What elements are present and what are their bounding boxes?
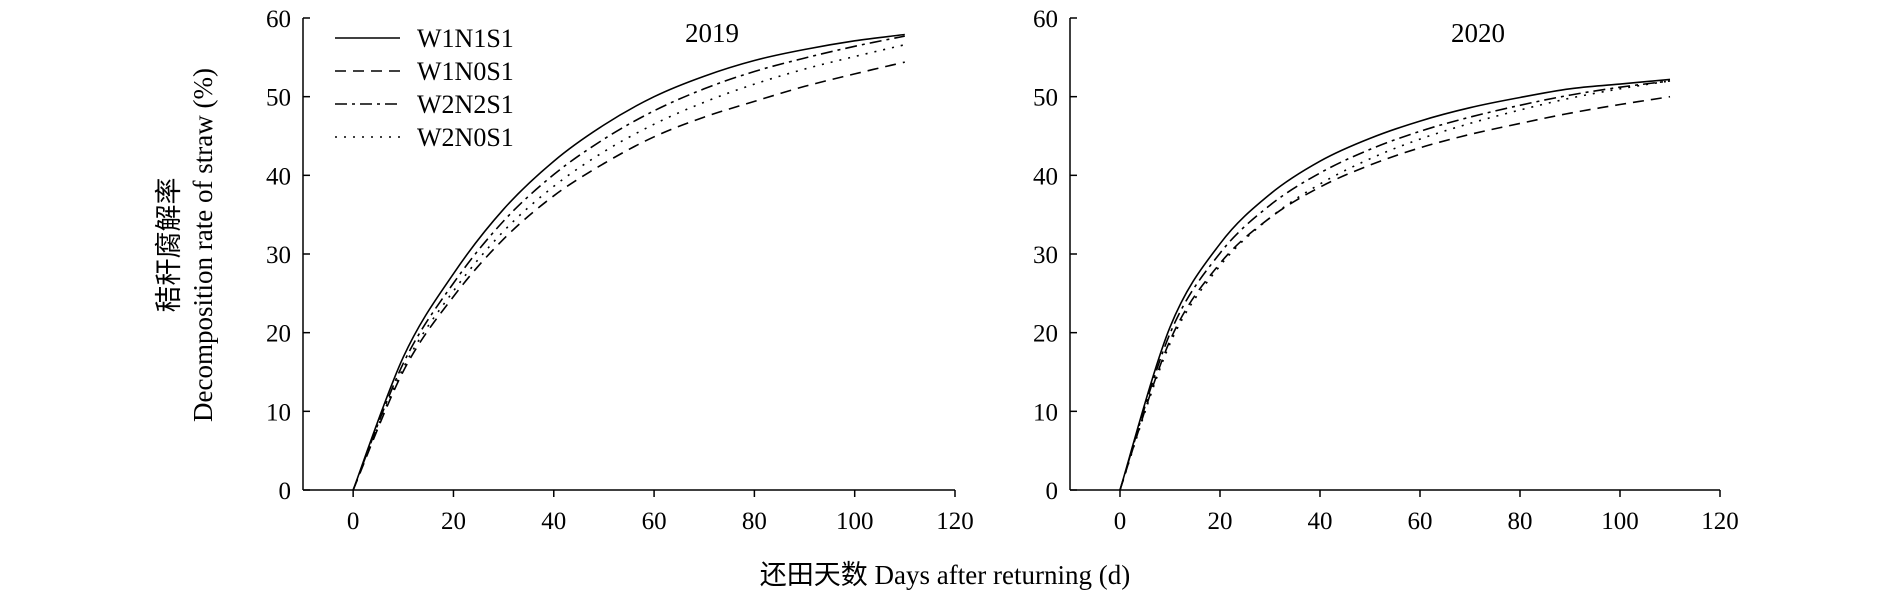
panel-2019: 0 10 20 30 40 50 60 0 20 40 60 80 100 120 2019 W1N1S1 W1…: [266, 6, 974, 535]
x-tick-label: 40: [541, 508, 566, 535]
legend-label: W2N2S1: [417, 90, 514, 119]
legend-label: W1N0S1: [417, 57, 514, 86]
y-axis-label-chinese: 秸秆腐解率: [154, 178, 184, 313]
x-tick-label: 40: [1308, 508, 1333, 535]
panel-title: 2020: [1451, 18, 1505, 48]
series-line-w1n0s1: [352, 61, 905, 491]
y-tick-label: 10: [1033, 399, 1058, 426]
series-line-w2n0s1: [1119, 80, 1671, 491]
y-tick-label: 40: [266, 163, 291, 190]
y-tick-label: 50: [266, 85, 291, 112]
x-tick-label: 0: [347, 508, 360, 535]
x-tick-label: 100: [1601, 508, 1639, 535]
panel-2020: 0 10 20 30 40 50 60 0 20 40 60 80 100 120 2020: [1033, 6, 1739, 535]
x-tick-label: 0: [1114, 508, 1127, 535]
y-tick-label: 0: [1046, 478, 1059, 505]
y-tick-label: 20: [1033, 321, 1058, 348]
series-line-w1n1s1: [1119, 78, 1671, 491]
x-tick-label: 60: [1408, 508, 1433, 535]
series-line-w2n0s1: [352, 43, 905, 491]
y-tick-label: 0: [279, 478, 292, 505]
y-tick-label: 60: [1033, 6, 1058, 33]
x-tick-label: 100: [836, 508, 874, 535]
x-axis-label: 还田天数 Days after returning (d): [760, 560, 1130, 590]
series-line-w1n0s1: [1119, 95, 1671, 491]
legend-label: W1N1S1: [417, 24, 514, 53]
y-tick-label: 30: [266, 242, 291, 269]
y-tick-label: 10: [266, 399, 291, 426]
y-tick-label: 40: [1033, 163, 1058, 190]
x-tick-label: 80: [1508, 508, 1533, 535]
series-line-w2n2s1: [352, 35, 905, 491]
x-tick-label: 20: [1208, 508, 1233, 535]
y-axis-label-english: Decomposition rate of straw (%): [188, 68, 218, 422]
x-tick-label: 80: [742, 508, 767, 535]
y-tick-label: 20: [266, 321, 291, 348]
series-line-w2n2s1: [1119, 80, 1671, 491]
y-tick-label: 50: [1033, 85, 1058, 112]
panel-title: 2019: [685, 18, 739, 48]
y-tick-label: 30: [1033, 242, 1058, 269]
x-tick-label: 60: [642, 508, 667, 535]
y-tick-label: 60: [266, 6, 291, 33]
x-tick-label: 20: [441, 508, 466, 535]
x-tick-label: 120: [936, 508, 974, 535]
series-line-w1n1s1: [352, 33, 905, 491]
x-tick-label: 120: [1701, 508, 1739, 535]
legend-label: W2N0S1: [417, 123, 514, 152]
